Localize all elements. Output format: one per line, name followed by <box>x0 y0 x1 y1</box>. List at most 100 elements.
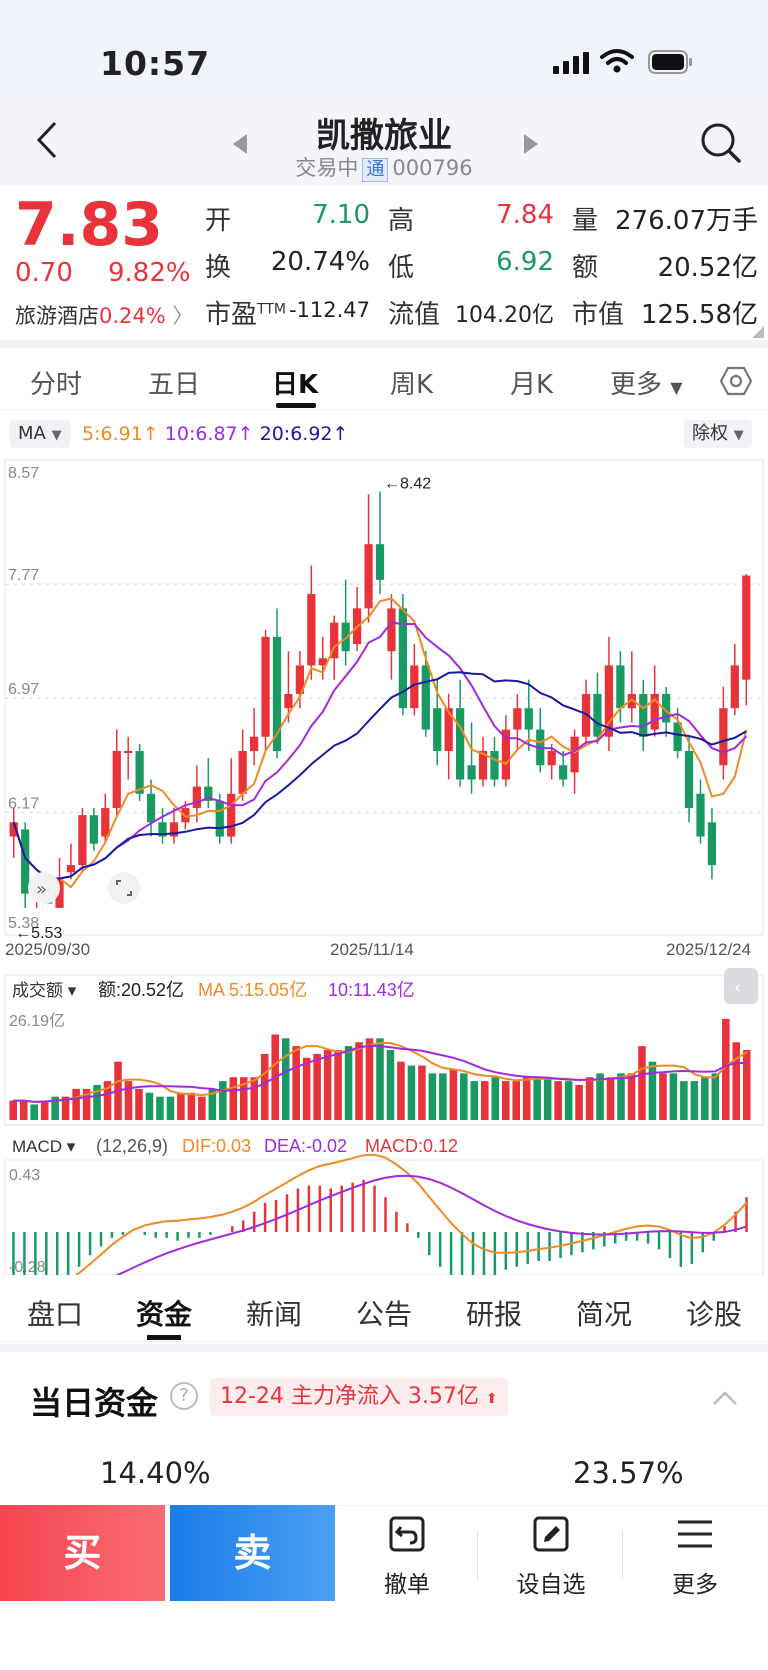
volume-bar <box>334 1050 342 1120</box>
volume-bar <box>229 1077 238 1120</box>
industry-link[interactable]: 旅游酒店0.24% 〉 <box>15 300 193 330</box>
candle-body <box>719 708 728 766</box>
candle-body <box>524 708 533 730</box>
y-tick-label: 5.38 <box>8 915 39 932</box>
tab-five-day[interactable]: 五日 <box>148 370 201 400</box>
volume-bar <box>219 1081 227 1120</box>
chevron-right-icon: 〉 <box>172 304 194 328</box>
ma5-text: 5:6.91 <box>82 423 143 445</box>
chevron-up-icon[interactable] <box>712 1390 738 1406</box>
next-stock-icon[interactable] <box>524 134 538 154</box>
tab-profile[interactable]: 简况 <box>576 1298 633 1331</box>
volume-bar <box>481 1081 489 1120</box>
quote-value: 104.20亿 <box>455 303 554 328</box>
candle-body <box>89 815 98 844</box>
buy-button[interactable]: 买 <box>0 1505 165 1601</box>
candle-body <box>9 822 18 837</box>
volume-bar <box>135 1088 143 1120</box>
fund-left-pct: 14.40% <box>100 1456 211 1490</box>
ma-values: 5:6.91↑ 10:6.87↑ 20:6.92↑ <box>82 423 348 445</box>
candle-body <box>21 829 30 894</box>
tab-daily-k[interactable]: 日K <box>272 370 319 400</box>
search-icon[interactable] <box>700 122 742 164</box>
candle-body <box>467 765 476 780</box>
volume-bar <box>617 1073 625 1120</box>
prev-stock-icon[interactable] <box>233 134 247 154</box>
connect-badge: 通 <box>362 158 389 182</box>
corner-expand-icon[interactable] <box>752 326 764 338</box>
volume-ma-line <box>13 1044 747 1103</box>
quote-value: 20.74% <box>270 247 370 277</box>
back-icon[interactable] <box>35 120 59 160</box>
expand-left-button[interactable] <box>28 872 60 904</box>
volume-max-label: 26.19亿 <box>9 1012 65 1030</box>
candle-body <box>169 822 179 837</box>
volume-bar <box>177 1092 185 1120</box>
volume-bar <box>355 1042 363 1120</box>
tab-handicap[interactable]: 盘口 <box>27 1298 84 1331</box>
volume-bar <box>51 1096 59 1120</box>
tab-monthly-k[interactable]: 月K <box>510 370 554 400</box>
x-axis-label: 2025/12/24 <box>666 940 751 959</box>
add-watchlist-button[interactable]: 设自选 <box>496 1515 606 1599</box>
candle-body <box>490 750 499 780</box>
volume-bar <box>260 1053 269 1120</box>
tab-more[interactable]: 更多 ▼ <box>610 364 683 401</box>
volume-bar <box>638 1046 646 1120</box>
candle-body <box>272 636 282 751</box>
collapse-panel-button[interactable] <box>724 968 758 1004</box>
volume-bar <box>585 1077 594 1120</box>
quote-value: 7.84 <box>496 200 554 230</box>
candle-body <box>238 750 247 794</box>
volume-bar <box>418 1065 426 1120</box>
more-button[interactable]: 更多 <box>640 1515 750 1599</box>
candle-body <box>398 608 408 709</box>
tab-weekly-k[interactable]: 周K <box>390 370 434 400</box>
candle-body <box>410 665 419 709</box>
quote-value: 125.58亿 <box>641 300 758 330</box>
help-icon[interactable]: ? <box>170 1382 198 1410</box>
price-change-pct: 9.82% <box>108 258 191 288</box>
candle-body <box>650 693 659 730</box>
ma-selector[interactable]: MA ▼ <box>10 420 70 448</box>
tab-news[interactable]: 新闻 <box>246 1298 303 1331</box>
quote-value: 6.92 <box>496 247 554 277</box>
ma-button-label: MA <box>18 423 46 444</box>
volume-bar <box>407 1065 416 1120</box>
macd-line <box>115 1174 747 1275</box>
candle-body <box>559 765 568 780</box>
macd-frame <box>4 1159 764 1275</box>
volume-bar <box>428 1073 437 1120</box>
tab-intraday[interactable]: 分时 <box>30 370 83 400</box>
tab-announcements[interactable]: 公告 <box>356 1298 413 1331</box>
settings-icon[interactable] <box>720 366 752 396</box>
sell-button[interactable]: 卖 <box>170 1505 335 1601</box>
cancel-order-button[interactable]: 撤单 <box>352 1515 462 1599</box>
fullscreen-button[interactable] <box>108 872 140 904</box>
active-tab-indicator <box>276 403 316 408</box>
volume-bar <box>606 1077 615 1120</box>
home-indicator-area <box>0 1605 768 1670</box>
trading-status: 交易中 <box>295 156 359 180</box>
volume-bar <box>198 1096 206 1120</box>
candle-body <box>146 793 156 823</box>
adjust-label: 除权 <box>692 423 728 444</box>
ma20-text: 20:6.92 <box>259 423 333 445</box>
info-tabs <box>0 1282 768 1342</box>
tab-diagnosis[interactable]: 诊股 <box>686 1298 743 1331</box>
volume-value: 额:20.52亿 <box>98 980 184 1000</box>
adjust-selector[interactable]: 除权 ▼ <box>684 420 752 448</box>
stock-charts[interactable]: 8.57 7.77 6.97 6.17 5.38 ←8.42 ←5.532025/09/30… <box>0 455 768 1275</box>
candle-body <box>604 665 614 737</box>
volume-bar <box>491 1077 500 1120</box>
fund-right-pct: 23.57% <box>573 1456 684 1490</box>
quote-value: 276.07万手 <box>615 206 758 236</box>
volume-bar <box>669 1073 678 1120</box>
volume-bar <box>93 1085 101 1120</box>
tab-research[interactable]: 研报 <box>466 1298 523 1331</box>
tab-funds[interactable]: 资金 <box>136 1298 193 1331</box>
volume-frame <box>4 974 764 1126</box>
volume-bar <box>103 1081 112 1120</box>
candle-body <box>192 786 201 809</box>
candle-body <box>421 665 430 730</box>
